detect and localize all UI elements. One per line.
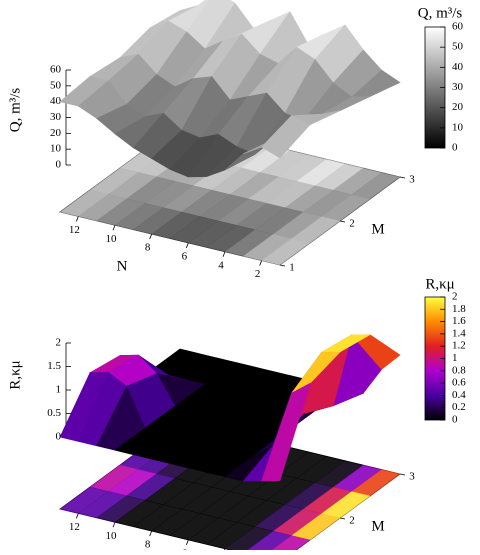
surface-cell	[261, 382, 311, 482]
n-tick	[75, 513, 79, 519]
colorbar-tick-label: 20	[452, 101, 464, 113]
m-tick	[399, 176, 406, 179]
n-tick	[149, 530, 153, 537]
n-axis-label: N	[117, 258, 128, 274]
n-tick	[185, 539, 189, 546]
n-tick	[75, 216, 79, 222]
colorbar-tick-label: 1.4	[452, 327, 466, 339]
colorbar-tick-label: 1.6	[452, 315, 466, 327]
z-axis-label: Q, m³/s	[7, 88, 23, 133]
n-tick-label: 4	[218, 259, 224, 271]
n-tick-label: 6	[182, 250, 188, 262]
m-tick-label: 3	[409, 471, 415, 483]
m-tick	[339, 220, 346, 223]
m-tick	[399, 473, 406, 476]
m-tick-label: 2	[349, 515, 355, 527]
z-tick-label: 1	[56, 384, 62, 396]
z-tick-label: 50	[50, 79, 62, 91]
z-tick-label: 60	[50, 64, 62, 76]
m-tick-label: 2	[349, 218, 355, 230]
plane-map-cell	[261, 238, 311, 266]
z-tick-label: 10	[50, 143, 62, 155]
m-axis-label: M	[371, 221, 384, 237]
colorbar-tick-label: 1.8	[452, 303, 466, 315]
n-tick-label: 10	[106, 530, 118, 542]
n-tick-label: 8	[145, 242, 151, 254]
z-tick-label: 0	[56, 431, 62, 443]
z-tick-label: 0.5	[47, 407, 61, 419]
colorbar-label: R,κμ	[425, 276, 454, 292]
n-tick-label: 8	[145, 539, 151, 550]
z-tick-label: 2	[56, 337, 62, 349]
colorbar-tick-label: 0	[452, 414, 458, 426]
n-tick	[259, 260, 263, 266]
colorbar-tick-label: 40	[452, 61, 464, 73]
n-tick	[185, 242, 189, 249]
m-axis-label: M	[371, 518, 384, 534]
colorbar-tick-label: 0.4	[452, 389, 466, 401]
m-tick-label: 3	[409, 174, 415, 186]
surface-cell	[261, 115, 311, 159]
n-tick-label: 12	[69, 224, 80, 236]
colorbar-tick-label: 0.2	[452, 401, 466, 413]
colorbar-tick-label: 30	[452, 81, 464, 93]
n-tick	[149, 233, 153, 240]
n-tick-label: 2	[255, 268, 261, 280]
z-tick-label: 40	[50, 95, 62, 107]
z-tick-label: 20	[50, 127, 62, 139]
m-tick	[339, 517, 346, 520]
colorbar-tick-label: 2	[452, 291, 458, 303]
colorbar-tick-label: 0	[452, 142, 458, 154]
colorbar-label: Q, m³/s	[418, 5, 463, 21]
z-tick-label: 1.5	[47, 360, 61, 372]
n-tick	[112, 225, 116, 231]
m-tick-label: 1	[289, 262, 295, 274]
m-tick	[279, 264, 286, 267]
n-tick-label: 12	[69, 521, 80, 533]
colorbar-tick-label: 50	[452, 41, 464, 53]
z-tick-label: 30	[50, 111, 62, 123]
colorbar-tick-label: 1	[452, 352, 458, 364]
colorbar-tick-label: 60	[452, 21, 464, 33]
colorbar-tick-label: 0.6	[452, 377, 466, 389]
n-tick	[112, 522, 116, 528]
n-tick	[222, 251, 226, 257]
n-tick-label: 10	[106, 233, 118, 245]
z-axis-label: R,κμ	[7, 360, 23, 389]
panel-r: 00.511.5224681012123NMR,κμ00.20.40.60.81…	[7, 276, 466, 555]
z-tick-label: 0	[56, 159, 62, 171]
colorbar-tick-label: 0.8	[452, 364, 466, 376]
colorbar-tick-label: 1.2	[452, 340, 466, 352]
colorbar-tick-label: 10	[452, 121, 464, 133]
